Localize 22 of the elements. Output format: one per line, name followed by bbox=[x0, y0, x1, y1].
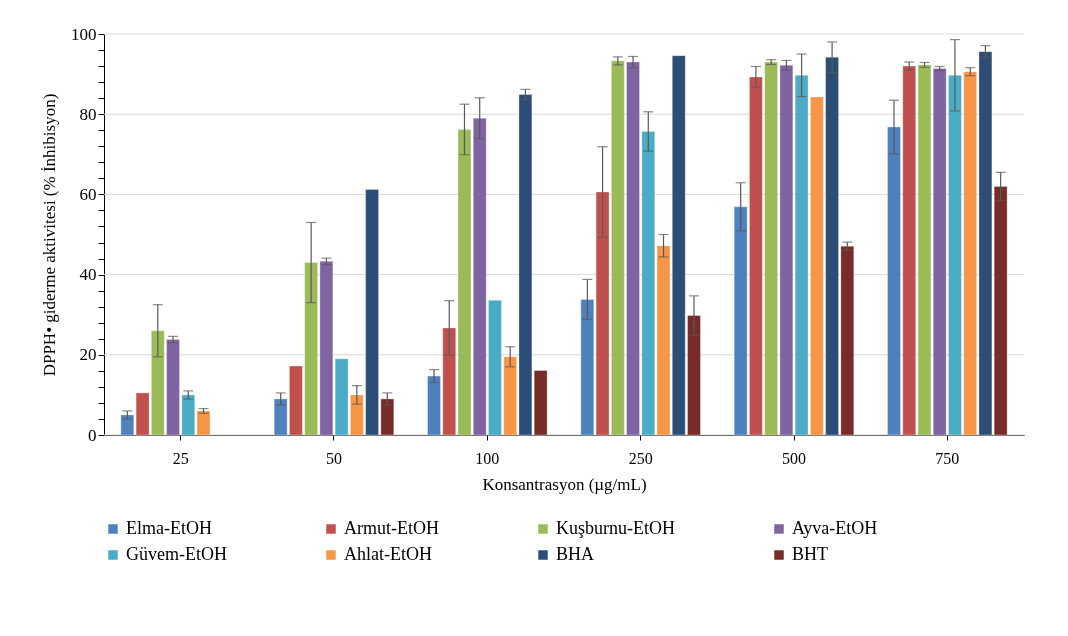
legend-label: BHA bbox=[556, 544, 595, 564]
legend-label: Güvem-EtOH bbox=[126, 544, 227, 564]
legend-label: Ahlat-EtOH bbox=[344, 544, 432, 564]
x-tick-label: 100 bbox=[475, 449, 500, 467]
y-tick-label: 20 bbox=[79, 345, 97, 365]
legend-label: Ayva-EtOH bbox=[792, 518, 878, 538]
legend-label: Kuşburnu-EtOH bbox=[556, 518, 675, 538]
y-tick-label: 80 bbox=[79, 104, 97, 124]
legend-label: BHT bbox=[792, 544, 828, 564]
x-axis-title: Konsantrasyon (µg/mL) bbox=[482, 474, 647, 494]
y-tick-label: 0 bbox=[88, 425, 97, 445]
x-tick-label: 50 bbox=[326, 449, 342, 467]
x-tick-label: 250 bbox=[628, 449, 653, 467]
x-tick-label: 500 bbox=[782, 449, 806, 467]
y-tick-label: 100 bbox=[71, 24, 97, 44]
y-tick-label: 60 bbox=[79, 184, 97, 204]
y-axis-title: DPPH• giderme aktivitesi (% İnhibisyon) bbox=[40, 93, 59, 377]
legend-label: Armut-EtOH bbox=[344, 518, 439, 538]
x-tick-label: 750 bbox=[935, 449, 960, 467]
y-tick-label: 40 bbox=[79, 265, 97, 285]
legend-label: Elma-EtOH bbox=[126, 518, 212, 538]
x-tick-label: 25 bbox=[172, 449, 189, 467]
